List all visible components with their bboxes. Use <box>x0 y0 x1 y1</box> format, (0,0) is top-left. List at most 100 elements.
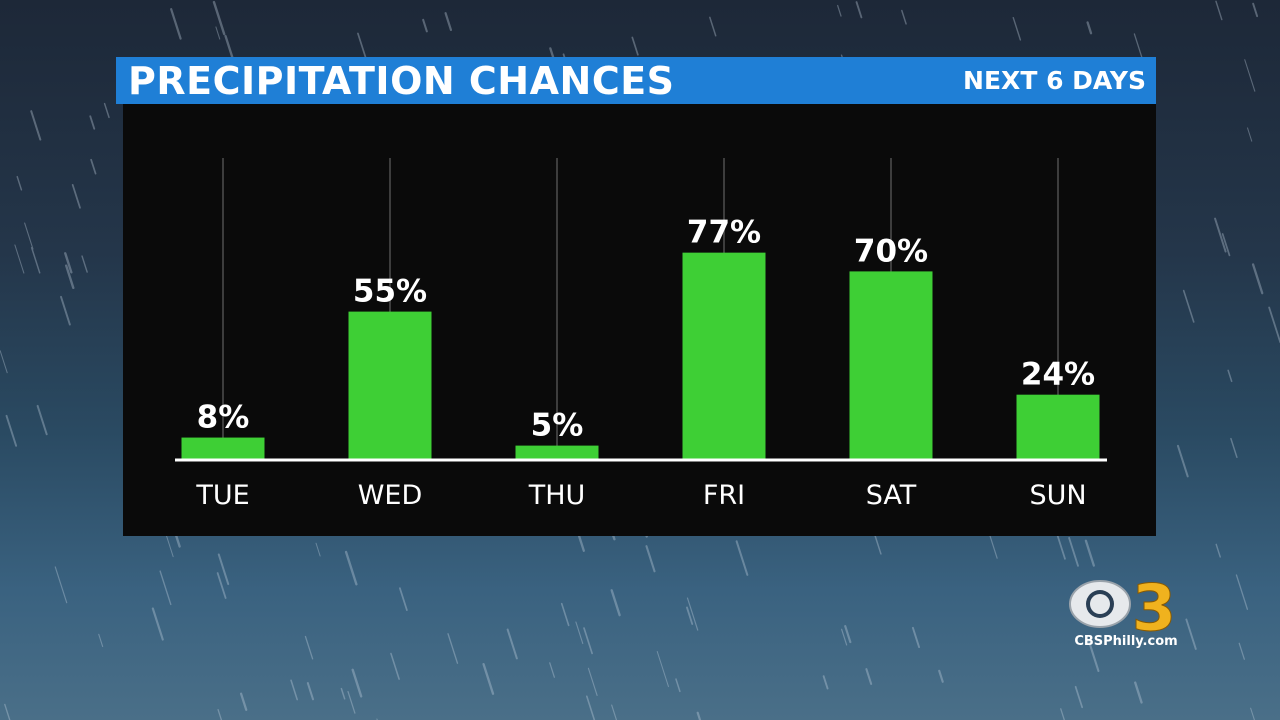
bar-thu <box>515 445 599 459</box>
rain-streak <box>217 708 223 720</box>
category-label-thu: THU <box>528 480 586 511</box>
rain-streak <box>239 692 248 711</box>
rain-streak <box>482 663 495 695</box>
bar-fri <box>682 252 766 459</box>
rain-streak <box>159 570 172 606</box>
cbs-eye-icon <box>1069 580 1131 628</box>
value-label-tue: 8% <box>197 400 250 436</box>
rain-streak <box>583 627 593 655</box>
rain-streak <box>911 626 921 649</box>
rain-streak <box>1215 0 1223 21</box>
rain-streak <box>340 687 346 700</box>
rain-streak <box>1251 263 1264 295</box>
rain-streak <box>1214 217 1227 253</box>
rain-streak <box>1230 437 1238 459</box>
value-label-sun: 24% <box>1021 357 1095 393</box>
chart-subtitle: NEXT 6 DAYS <box>963 66 1146 95</box>
rain-streak <box>216 572 227 599</box>
rain-streak <box>1252 2 1259 18</box>
rain-streak <box>36 404 48 436</box>
rain-streak <box>585 695 596 720</box>
rain-streak <box>855 1 863 19</box>
rain-streak <box>344 550 358 586</box>
category-label-fri: FRI <box>703 480 745 511</box>
rain-streak <box>575 621 584 645</box>
value-label-thu: 5% <box>531 408 584 444</box>
bar-tue <box>181 437 265 459</box>
chart-header: PRECIPITATION CHANCES NEXT 6 DAYS <box>116 57 1156 104</box>
rain-streak <box>24 222 34 250</box>
rain-streak <box>645 545 656 573</box>
category-label-sat: SAT <box>866 480 917 511</box>
category-label-sun: SUN <box>1029 480 1086 511</box>
rain-streak <box>60 295 71 326</box>
rain-streak <box>675 678 681 693</box>
rain-streak <box>1086 21 1093 35</box>
bar-sun <box>1016 394 1100 459</box>
rain-streak <box>837 4 842 17</box>
rain-streak <box>560 602 570 627</box>
chart-title: PRECIPITATION CHANCES <box>128 59 675 103</box>
value-label-wed: 55% <box>353 274 427 310</box>
rain-streak <box>844 625 852 644</box>
rain-streak <box>212 0 226 36</box>
rain-streak <box>89 115 96 130</box>
chart-panel <box>123 100 1156 536</box>
rain-streak <box>0 350 8 374</box>
value-label-sat: 70% <box>854 233 928 269</box>
rain-streak <box>865 668 873 685</box>
rain-streak <box>399 587 408 612</box>
rain-streak <box>686 606 694 625</box>
rain-streak <box>901 9 907 25</box>
rain-streak <box>587 667 598 697</box>
rain-streak <box>686 597 699 631</box>
rain-streak <box>54 566 68 604</box>
rain-streak <box>656 650 669 688</box>
rain-streak <box>30 247 41 274</box>
rain-streak <box>170 8 182 40</box>
rain-streak <box>16 175 23 191</box>
rain-streak <box>447 633 459 664</box>
rain-streak <box>30 110 42 141</box>
rain-streak <box>1087 638 1100 673</box>
cbs3-logo: 3 <box>1069 572 1177 647</box>
rain-streak <box>1215 543 1221 558</box>
rain-streak <box>290 679 298 701</box>
rain-streak <box>1060 708 1065 720</box>
rain-streak <box>347 690 356 714</box>
rain-streak <box>506 628 518 660</box>
rain-streak <box>65 264 75 290</box>
rain-streak <box>1056 534 1066 560</box>
rain-streak <box>4 703 11 720</box>
rain-streak <box>938 669 944 683</box>
rain-streak <box>822 675 829 690</box>
rain-streak <box>5 414 18 447</box>
bar-chart: 8% TUE 55% WED 5% THU 77% FRI 70% SAT 24% SUN <box>175 158 1107 511</box>
rain-streak <box>1012 16 1022 41</box>
rain-streak <box>98 633 104 648</box>
rain-streak <box>103 102 110 119</box>
rain-streak <box>1074 685 1084 709</box>
category-label-wed: WED <box>358 480 423 511</box>
rain-streak <box>81 255 88 273</box>
rain-streak <box>709 16 717 37</box>
bar-wed <box>348 311 432 459</box>
rain-streak <box>735 540 749 576</box>
rain-streak <box>841 628 848 646</box>
rain-streak <box>549 662 555 678</box>
website-label: CBSPhilly.com <box>1074 634 1178 649</box>
rain-streak <box>1238 642 1245 660</box>
bar-sat <box>849 271 933 459</box>
rain-streak <box>1068 537 1079 567</box>
rain-streak <box>1268 306 1280 344</box>
rain-streak <box>611 704 618 720</box>
rain-streak <box>64 252 73 274</box>
rain-streak <box>151 607 164 641</box>
value-label-fri: 77% <box>687 215 761 251</box>
rain-streak <box>1221 233 1231 257</box>
rain-streak <box>14 244 25 274</box>
rain-streak <box>90 158 97 175</box>
rain-streak <box>71 184 81 209</box>
rain-streak <box>444 12 453 32</box>
rain-streak <box>1247 127 1253 142</box>
